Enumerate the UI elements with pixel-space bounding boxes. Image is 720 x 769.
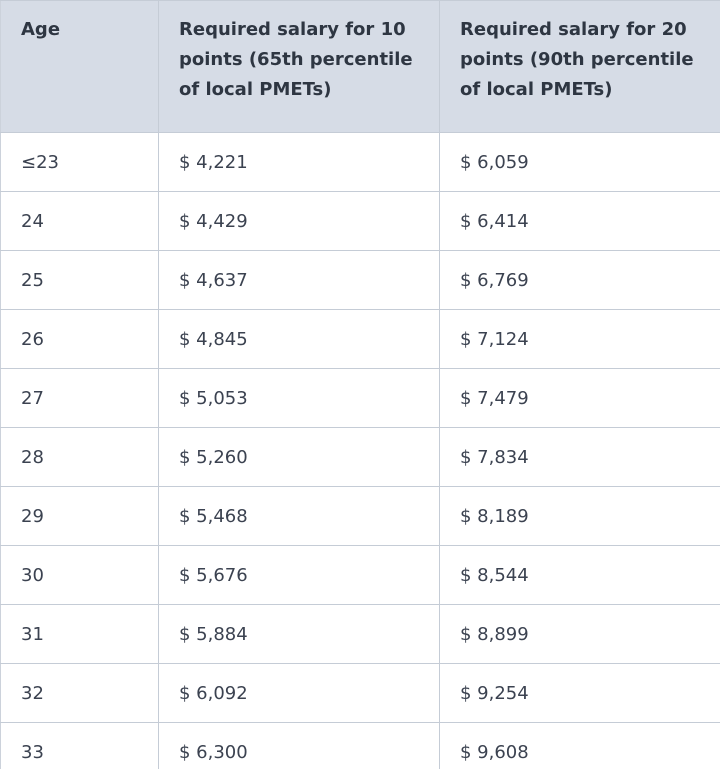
salary-20-cell: $ 6,059	[439, 132, 720, 192]
salary-10-cell: $ 5,260	[158, 427, 440, 487]
table-row: 26 $ 4,845 $ 7,124	[0, 309, 720, 369]
age-cell: 29	[0, 486, 159, 546]
salary-10-cell: $ 4,429	[158, 191, 440, 251]
salary-20-cell: $ 9,608	[439, 722, 720, 769]
age-cell: ≤23	[0, 132, 159, 192]
table-row: ≤23 $ 4,221 $ 6,059	[0, 132, 720, 192]
table-row: 29 $ 5,468 $ 8,189	[0, 486, 720, 546]
salary-20-cell: $ 7,124	[439, 309, 720, 369]
salary-10-cell: $ 5,053	[158, 368, 440, 428]
age-cell: 32	[0, 663, 159, 723]
salary-20-cell: $ 8,189	[439, 486, 720, 546]
table-row: 32 $ 6,092 $ 9,254	[0, 663, 720, 723]
age-cell: 31	[0, 604, 159, 664]
age-cell: 24	[0, 191, 159, 251]
salary-10-cell: $ 6,092	[158, 663, 440, 723]
age-cell: 26	[0, 309, 159, 369]
age-cell: 25	[0, 250, 159, 310]
table-row: 30 $ 5,676 $ 8,544	[0, 545, 720, 605]
table-row: 31 $ 5,884 $ 8,899	[0, 604, 720, 664]
salary-20-cell: $ 8,899	[439, 604, 720, 664]
table-row: 28 $ 5,260 $ 7,834	[0, 427, 720, 487]
header-row: Age Required salary for 10 points (65th …	[0, 0, 720, 133]
table-row: 33 $ 6,300 $ 9,608	[0, 722, 720, 769]
salary-20-cell: $ 9,254	[439, 663, 720, 723]
age-cell: 33	[0, 722, 159, 769]
age-cell: 30	[0, 545, 159, 605]
table-header: Age Required salary for 10 points (65th …	[0, 0, 720, 133]
salary-10-cell: $ 4,221	[158, 132, 440, 192]
salary-10-cell: $ 4,637	[158, 250, 440, 310]
salary-20-cell: $ 8,544	[439, 545, 720, 605]
header-age: Age	[0, 0, 159, 133]
table-body: ≤23 $ 4,221 $ 6,059 24 $ 4,429 $ 6,414 2…	[0, 132, 720, 769]
age-cell: 28	[0, 427, 159, 487]
salary-10-cell: $ 4,845	[158, 309, 440, 369]
table-row: 27 $ 5,053 $ 7,479	[0, 368, 720, 428]
salary-20-cell: $ 6,414	[439, 191, 720, 251]
table-row: 25 $ 4,637 $ 6,769	[0, 250, 720, 310]
salary-10-cell: $ 5,676	[158, 545, 440, 605]
salary-20-cell: $ 7,834	[439, 427, 720, 487]
salary-10-cell: $ 5,468	[158, 486, 440, 546]
salary-10-cell: $ 6,300	[158, 722, 440, 769]
salary-10-cell: $ 5,884	[158, 604, 440, 664]
age-cell: 27	[0, 368, 159, 428]
header-salary-20-points: Required salary for 20 points (90th perc…	[439, 0, 720, 133]
salary-20-cell: $ 7,479	[439, 368, 720, 428]
salary-20-cell: $ 6,769	[439, 250, 720, 310]
table-row: 24 $ 4,429 $ 6,414	[0, 191, 720, 251]
header-salary-10-points: Required salary for 10 points (65th perc…	[158, 0, 440, 133]
